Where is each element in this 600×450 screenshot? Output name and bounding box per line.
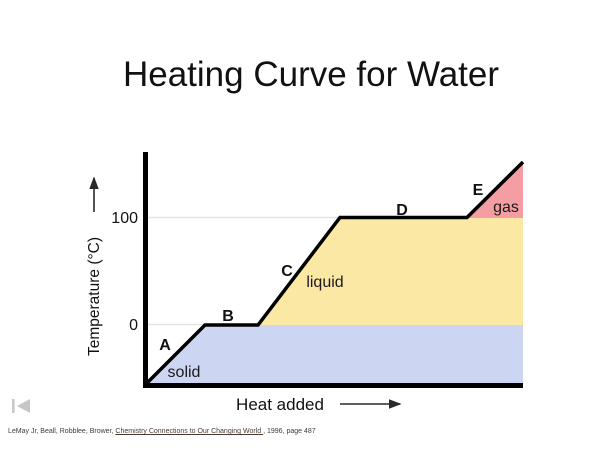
region-liquid bbox=[258, 218, 523, 325]
y-tick-100: 100 bbox=[111, 210, 138, 227]
segment-label-c: C bbox=[281, 263, 293, 280]
phase-label-solid: solid bbox=[168, 364, 201, 381]
heating-curve-line bbox=[145, 160, 525, 385]
phase-label-gas: gas bbox=[493, 199, 519, 216]
segment-label-b: B bbox=[222, 308, 234, 325]
skip-bar bbox=[12, 399, 15, 413]
citation: LeMay Jr, Beall, Robblee, Brower, Chemis… bbox=[8, 428, 316, 435]
y-tick-0: 0 bbox=[129, 317, 138, 334]
segment-label-a: A bbox=[159, 337, 171, 354]
citation-suffix: , 1996, page 487 bbox=[263, 428, 316, 435]
phase-label-liquid: liquid bbox=[306, 274, 343, 291]
citation-book-link[interactable]: Chemistry Connections to Our Changing Wo… bbox=[115, 428, 264, 435]
citation-prefix: LeMay Jr, Beall, Robblee, Brower, bbox=[8, 428, 116, 435]
page-title: Heating Curve for Water bbox=[122, 55, 500, 94]
y-axis-title: Temperature (°C) bbox=[86, 237, 103, 356]
skip-to-start-icon[interactable] bbox=[10, 397, 34, 415]
segment-label-e: E bbox=[473, 182, 484, 199]
x-axis-title: Heat added bbox=[236, 395, 324, 414]
skip-triangle bbox=[17, 399, 30, 413]
region-solid bbox=[147, 325, 523, 384]
segment-label-d: D bbox=[396, 202, 408, 219]
